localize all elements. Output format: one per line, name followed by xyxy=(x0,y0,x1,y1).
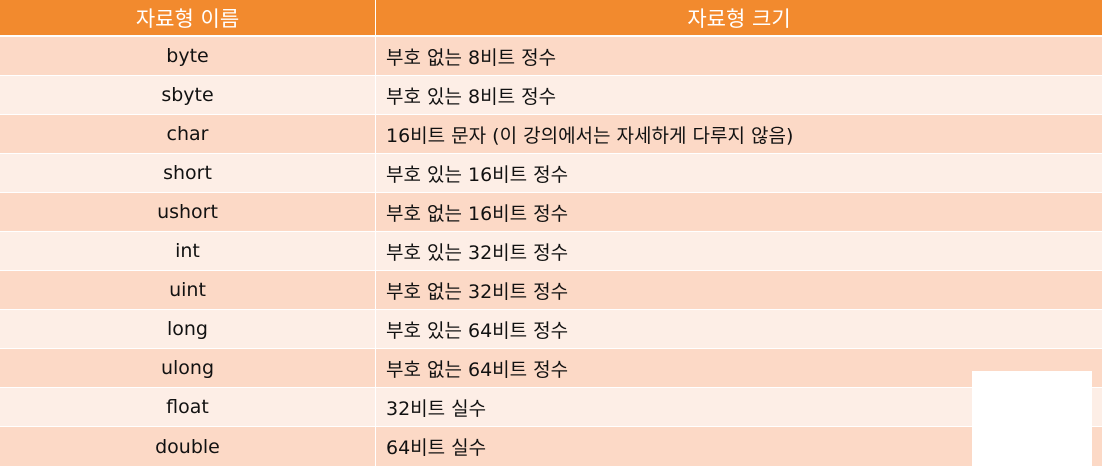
type-name-cell: ulong xyxy=(0,349,376,387)
type-size-cell: 부호 있는 64비트 정수 xyxy=(386,319,569,342)
type-name-cell: short xyxy=(0,154,376,192)
type-name-cell: byte xyxy=(0,37,376,75)
table-row: float 32비트 실수 xyxy=(0,388,1102,427)
header-type-size: 자료형 크기 xyxy=(687,6,791,31)
table-row: ulong 부호 없는 64비트 정수 xyxy=(0,349,1102,388)
type-name-cell: long xyxy=(0,310,376,348)
type-size-cell: 부호 없는 8비트 정수 xyxy=(386,46,557,69)
type-name-cell: int xyxy=(0,232,376,270)
type-name-cell: float xyxy=(0,388,376,426)
table-row: char 16비트 문자 (이 강의에서는 자세하게 다루지 않음) xyxy=(0,115,1102,154)
type-size-cell: 부호 없는 16비트 정수 xyxy=(386,202,569,225)
type-size-cell: 부호 있는 8비트 정수 xyxy=(386,85,557,108)
type-size-cell: 64비트 실수 xyxy=(386,437,487,459)
type-name-cell: double xyxy=(0,427,376,466)
header-type-name: 자료형 이름 xyxy=(0,0,376,35)
table-row: uint 부호 없는 32비트 정수 xyxy=(0,271,1102,310)
type-name-cell: sbyte xyxy=(0,76,376,114)
table-row: sbyte 부호 있는 8비트 정수 xyxy=(0,76,1102,115)
type-size-cell: 부호 없는 32비트 정수 xyxy=(386,280,569,303)
type-size-cell: 부호 없는 64비트 정수 xyxy=(386,358,569,381)
table-row: double 64비트 실수 xyxy=(0,427,1102,466)
type-size-cell: 16비트 문자 (이 강의에서는 자세하게 다루지 않음) xyxy=(386,124,794,147)
type-size-cell: 부호 있는 32비트 정수 xyxy=(386,241,569,264)
type-size-cell: 부호 있는 16비트 정수 xyxy=(386,163,569,186)
table-row: int 부호 있는 32비트 정수 xyxy=(0,232,1102,271)
table-row: ushort 부호 없는 16비트 정수 xyxy=(0,193,1102,232)
type-size-cell: 32비트 실수 xyxy=(386,397,487,420)
blank-overlay xyxy=(972,371,1092,466)
table-header: 자료형 이름 자료형 크기 xyxy=(0,0,1102,37)
type-name-cell: uint xyxy=(0,271,376,309)
table-body: byte 부호 없는 8비트 정수 sbyte 부호 있는 8비트 정수 cha… xyxy=(0,37,1102,466)
table-row: byte 부호 없는 8비트 정수 xyxy=(0,37,1102,76)
type-name-cell: char xyxy=(0,115,376,153)
table-row: long 부호 있는 64비트 정수 xyxy=(0,310,1102,349)
table-row: short 부호 있는 16비트 정수 xyxy=(0,154,1102,193)
type-name-cell: ushort xyxy=(0,193,376,231)
